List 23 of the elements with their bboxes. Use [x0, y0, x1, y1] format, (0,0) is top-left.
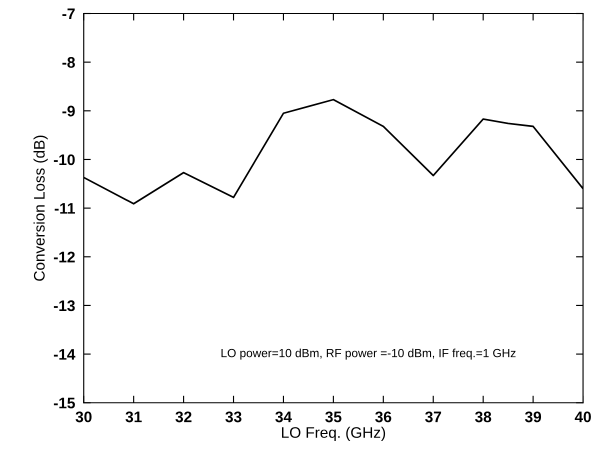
x-tick-label: 32 — [175, 411, 192, 422]
x-tick-label: 31 — [126, 411, 142, 422]
x-tick-label: 36 — [375, 411, 392, 422]
y-axis-title: Conversion Loss (dB) — [34, 136, 48, 281]
y-tick-label: -11 — [54, 203, 75, 214]
x-tick-label: 39 — [524, 411, 542, 422]
x-tick-label: 34 — [275, 411, 292, 422]
y-tick-label: -8 — [62, 57, 75, 68]
y-tick-label: -12 — [54, 252, 75, 262]
x-tick-label: 37 — [425, 411, 442, 422]
x-tick-label: 30 — [76, 411, 92, 422]
y-tick-label: -15 — [54, 398, 75, 408]
x-tick-label: 35 — [325, 411, 342, 422]
x-tick-label: 38 — [475, 411, 492, 422]
y-tick-label: -7 — [62, 8, 75, 20]
x-tick-label: 40 — [574, 411, 591, 422]
annotation: LO power=10 dBm, RF power =-10 dBm, IF freq.=1 GHz — [222, 348, 516, 360]
x-tick-label: 33 — [225, 411, 242, 422]
y-tick-label: -14 — [54, 349, 76, 360]
y-tick-label: -9 — [62, 106, 75, 116]
y-tick-label: -13 — [54, 300, 75, 312]
x-axis-title: LO Freq. (GHz) — [282, 426, 386, 441]
y-tick-label: -10 — [54, 154, 75, 166]
